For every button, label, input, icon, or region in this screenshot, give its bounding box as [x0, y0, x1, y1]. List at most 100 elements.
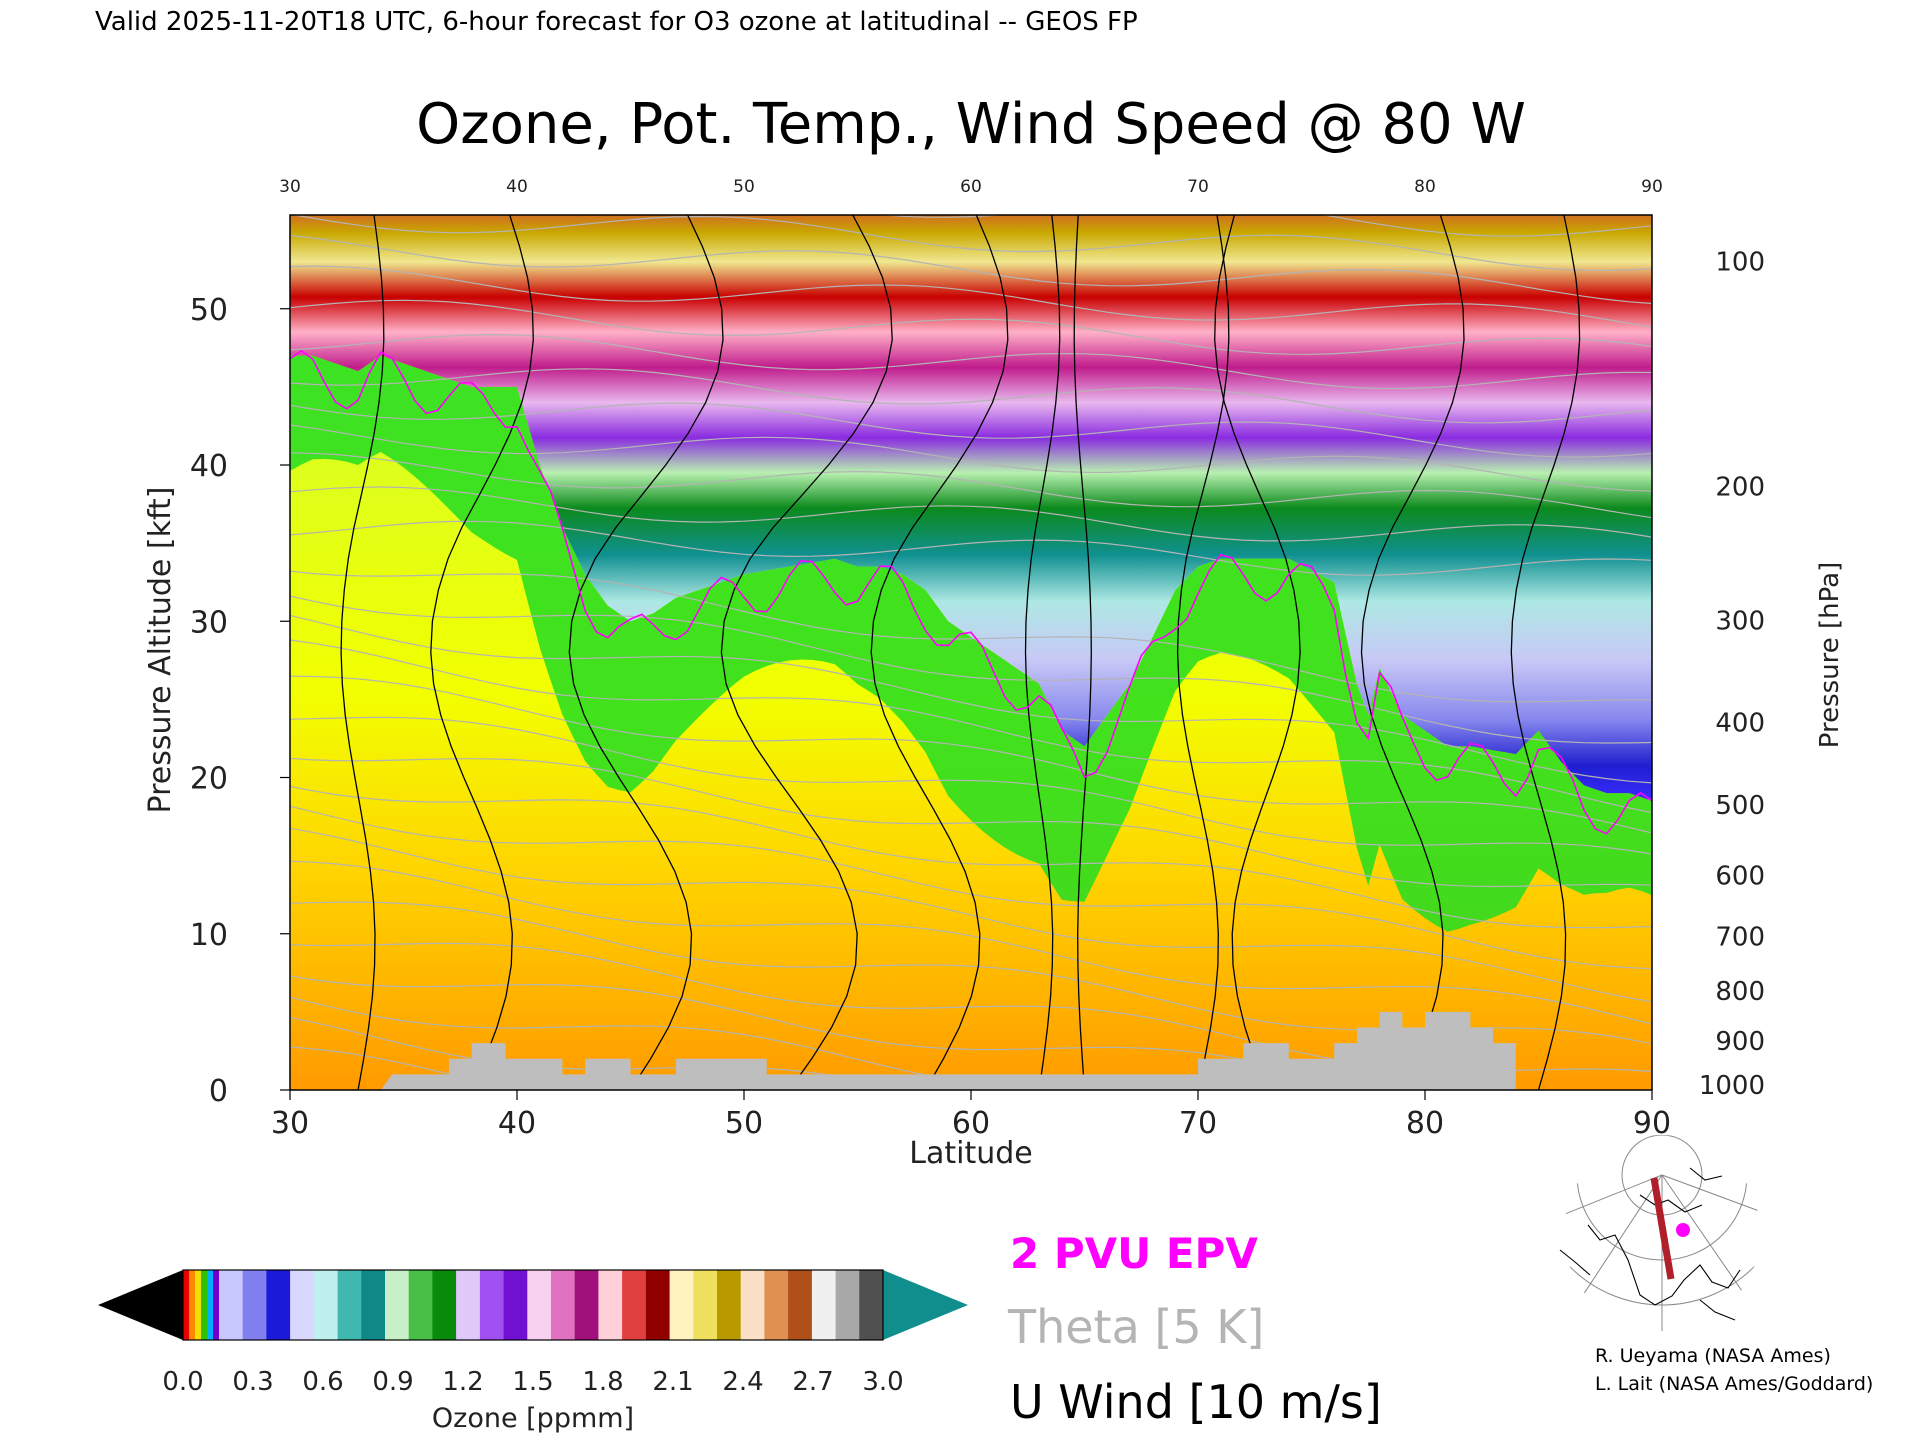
- top-tick-label: 70: [1187, 177, 1209, 197]
- y-tick-label: 0: [209, 1074, 228, 1109]
- colorbar-swatch: [456, 1270, 481, 1340]
- theta-line: [290, 675, 1652, 834]
- colorbar-swatch: [717, 1270, 742, 1340]
- terrain: [380, 1011, 1516, 1090]
- colorbar-swatch: [408, 1270, 433, 1340]
- colorbar-swatch: [290, 1270, 315, 1340]
- pressure-tick-label: 1000: [1699, 1071, 1765, 1101]
- y-tick-label: 10: [190, 918, 228, 953]
- colorbar-tick-label: 0.6: [302, 1367, 343, 1397]
- theta-line: [877, 215, 1652, 237]
- colorbar-swatch: [598, 1270, 623, 1340]
- top-tick-label: 60: [960, 177, 982, 197]
- x-tick-label: 40: [498, 1106, 536, 1141]
- colorbar-tick-label: 1.5: [512, 1367, 553, 1397]
- y-axis-pressure: 100 200 300 400 500 600 700 800 900 1000: [1699, 247, 1765, 1100]
- theta-line: [290, 234, 1652, 305]
- colorbar-swatch: [207, 1270, 213, 1340]
- x-tick-label: 70: [1179, 1106, 1217, 1141]
- top-tick-label: 40: [506, 177, 528, 197]
- x-axis: 30 40 50 60 70 80 90: [271, 1090, 1671, 1141]
- y-tick-label: 50: [190, 293, 228, 328]
- x-tick-label: 80: [1406, 1106, 1444, 1141]
- colorbar-tick-label: 1.2: [442, 1367, 483, 1397]
- chart-title: Ozone, Pot. Temp., Wind Speed @ 80 W: [416, 92, 1526, 157]
- map-coastlines: [1559, 1167, 1741, 1321]
- colorbar-swatch: [183, 1270, 189, 1340]
- pressure-tick-label: 800: [1715, 977, 1765, 1007]
- colorbar-swatch: [201, 1270, 207, 1340]
- colorbar-swatch: [361, 1270, 386, 1340]
- x-axis-label: Latitude: [909, 1136, 1032, 1171]
- wind-contour: [720, 215, 893, 1090]
- theta-line: [290, 215, 1652, 272]
- pressure-tick-label: 700: [1715, 922, 1765, 952]
- colorbar-swatch: [811, 1270, 837, 1340]
- credit-line-2: L. Lait (NASA Ames/Goddard): [1595, 1373, 1873, 1395]
- theta-line: [290, 570, 1652, 703]
- colorbar-label: Ozone [ppmm]: [432, 1403, 634, 1434]
- x-tick-label: 50: [725, 1106, 763, 1141]
- pressure-tick-label: 100: [1715, 247, 1765, 277]
- wind-contour: [1214, 215, 1301, 1090]
- pressure-tick-label: 900: [1715, 1027, 1765, 1057]
- top-latitude-axis: 30 40 50 60 70 80 90: [279, 177, 1663, 197]
- y-tick-label: 30: [190, 605, 228, 640]
- theta-line: [290, 265, 1652, 328]
- colorbar-swatch: [242, 1270, 267, 1340]
- plot-area: [290, 215, 1652, 1090]
- credit-line-1: R. Ueyama (NASA Ames): [1595, 1345, 1831, 1367]
- theta-line: [290, 827, 1652, 1003]
- colorbar-swatch: [740, 1270, 765, 1340]
- wind-contour: [1176, 215, 1230, 1090]
- wind-contour: [1024, 215, 1061, 1090]
- theta-line: [290, 805, 1652, 970]
- pressure-tick-label: 300: [1715, 607, 1765, 637]
- pressure-tick-label: 200: [1715, 472, 1765, 502]
- map-section-line: [1650, 1177, 1675, 1280]
- epv-2pvu-contour: [290, 349, 1652, 835]
- colorbar-swatch: [213, 1270, 219, 1340]
- valid-time-header: Valid 2025-11-20T18 UTC, 6-hour forecast…: [95, 7, 1138, 37]
- wind-contour: [1360, 215, 1465, 1090]
- colorbar-swatch: [551, 1270, 576, 1340]
- u-wind-contours: [340, 215, 1581, 1090]
- top-tick-label: 80: [1414, 177, 1436, 197]
- y-tick-label: 40: [190, 449, 228, 484]
- colorbar-swatch: [313, 1270, 339, 1340]
- colorbar-swatch: [645, 1270, 671, 1340]
- wind-contour: [340, 215, 385, 1090]
- theta-line: [290, 299, 1652, 355]
- theta-line: [290, 368, 1652, 424]
- colorbar-swatch: [859, 1270, 884, 1340]
- theta-line: [290, 614, 1652, 784]
- colorbar-low-arrow: [98, 1270, 183, 1340]
- colorbar-tick-label: 2.7: [792, 1367, 833, 1397]
- colorbar-swatch: [527, 1270, 552, 1340]
- colorbar-swatch: [479, 1270, 505, 1340]
- legend-theta: Theta [5 K]: [1007, 1300, 1264, 1354]
- x-tick-label: 60: [952, 1106, 990, 1141]
- theta-line: [290, 757, 1652, 888]
- colorbar-swatch: [693, 1270, 718, 1340]
- theta-line: [290, 452, 1652, 519]
- colorbar-swatch: [195, 1270, 201, 1340]
- colorbar-swatch: [266, 1270, 291, 1340]
- y-axis-kft: 0 10 20 30 40 50: [190, 293, 290, 1109]
- wind-contour: [870, 215, 1009, 1090]
- pressure-tick-label: 400: [1715, 708, 1765, 738]
- colorbar-high-arrow: [883, 1270, 968, 1340]
- wind-contour: [1510, 215, 1581, 1090]
- wind-contour: [430, 215, 534, 1090]
- x-tick-label: 90: [1633, 1106, 1671, 1141]
- y2-axis-label: Pressure [hPa]: [1815, 562, 1845, 749]
- theta-isentropes: [290, 215, 1652, 1090]
- theta-line: [290, 595, 1652, 744]
- colorbar-frame: [182, 1269, 884, 1341]
- colorbar-tick-label: 0.0: [162, 1367, 203, 1397]
- y-axis-label: Pressure Altitude [kft]: [143, 487, 178, 814]
- theta-line: [290, 785, 1652, 929]
- colorbar-swatch: [669, 1270, 694, 1340]
- colorbar-swatch: [788, 1270, 813, 1340]
- colorbar-swatch: [764, 1270, 789, 1340]
